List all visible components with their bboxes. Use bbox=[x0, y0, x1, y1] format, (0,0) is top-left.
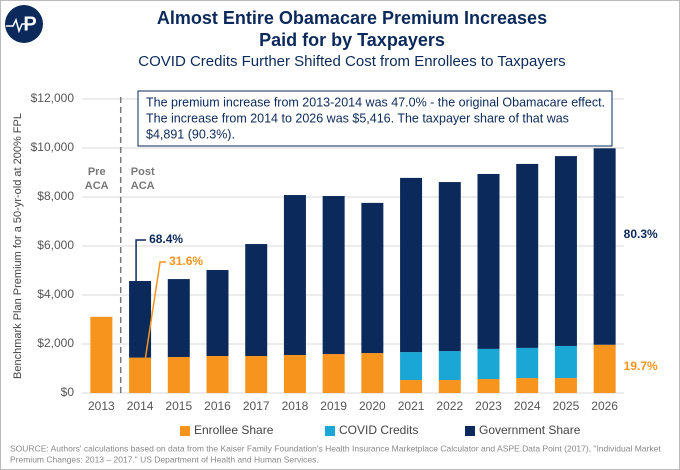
x-tick-label: 2020 bbox=[359, 399, 386, 413]
x-tick-label: 2023 bbox=[475, 399, 502, 413]
y-tick-label: $2,000 bbox=[37, 336, 74, 350]
bar-segment bbox=[593, 148, 616, 345]
bar-segment bbox=[361, 353, 384, 393]
bar-segment bbox=[516, 347, 539, 379]
annotation-text: The increase from 2014 to 2026 was $5,41… bbox=[146, 111, 569, 125]
bar-segment bbox=[516, 163, 539, 348]
y-tick-label: $12,000 bbox=[31, 91, 75, 105]
bar-segment bbox=[554, 156, 577, 346]
x-tick-label: 2014 bbox=[127, 399, 154, 413]
era-label: Post bbox=[131, 166, 155, 178]
chart-title: Paid for by Taxpayers bbox=[259, 30, 445, 50]
y-tick-label: $0 bbox=[61, 385, 75, 399]
y-tick-label: $6,000 bbox=[37, 238, 74, 252]
annotation-text: The premium increase from 2013-2014 was … bbox=[146, 95, 605, 109]
x-tick-label: 2021 bbox=[398, 399, 425, 413]
bar-segment bbox=[245, 356, 268, 393]
era-label: ACA bbox=[131, 180, 155, 192]
bar-segment bbox=[245, 244, 268, 357]
y-tick-label: $10,000 bbox=[31, 140, 75, 154]
era-label: ACA bbox=[85, 180, 109, 192]
annotation-text: $4,891 (90.3%). bbox=[146, 127, 235, 141]
bar-segment bbox=[129, 281, 152, 358]
bar-segment bbox=[438, 351, 461, 381]
x-tick-label: 2024 bbox=[514, 399, 541, 413]
y-axis-label: Benchmark Plan Premium for a 50-yr-old a… bbox=[12, 113, 24, 379]
bar-segment bbox=[400, 380, 423, 393]
bar-segment bbox=[516, 378, 539, 393]
x-tick-label: 2018 bbox=[282, 399, 309, 413]
bar-segment bbox=[283, 355, 306, 393]
x-tick-label: 2019 bbox=[320, 399, 347, 413]
share-label: 31.6% bbox=[169, 254, 203, 268]
share-label: 19.7% bbox=[624, 359, 658, 373]
bar-segment bbox=[593, 344, 616, 393]
source-note: Premium Changes: 2013 – 2017." US Depart… bbox=[10, 454, 319, 464]
x-tick-label: 2016 bbox=[204, 399, 231, 413]
bar-segment bbox=[400, 352, 423, 381]
legend-swatch bbox=[180, 426, 190, 436]
share-label: 68.4% bbox=[149, 232, 183, 246]
logo-text: P bbox=[23, 13, 36, 35]
chart-subtitle: COVID Credits Further Shifted Cost from … bbox=[138, 53, 565, 70]
bar-segment bbox=[400, 177, 423, 353]
bar-segment bbox=[322, 354, 345, 393]
bar-segment bbox=[438, 380, 461, 393]
annotation-box bbox=[137, 90, 613, 147]
bar-segment bbox=[129, 357, 152, 393]
bar-segment bbox=[167, 356, 190, 393]
bar-segment bbox=[167, 279, 190, 357]
legend-label: COVID Credits bbox=[339, 423, 418, 437]
bar-segment bbox=[361, 202, 384, 354]
x-tick-label: 2026 bbox=[591, 399, 618, 413]
bar-segment bbox=[477, 379, 500, 393]
era-label: Pre bbox=[88, 166, 106, 178]
bar-segment bbox=[206, 270, 229, 357]
legend-swatch bbox=[325, 426, 335, 436]
logo-line bbox=[6, 17, 26, 34]
x-tick-label: 2017 bbox=[243, 399, 270, 413]
bar-segment bbox=[477, 173, 500, 349]
legend-label: Government Share bbox=[479, 423, 581, 437]
y-tick-label: $4,000 bbox=[37, 287, 74, 301]
bar-segment bbox=[322, 196, 345, 355]
x-tick-label: 2025 bbox=[553, 399, 580, 413]
legend-swatch bbox=[465, 426, 475, 436]
leader-line bbox=[135, 239, 147, 300]
chart-title: Almost Entire Obamacare Premium Increase… bbox=[157, 8, 547, 28]
source-note: SOURCE: Authors' calculations based on d… bbox=[10, 443, 661, 453]
x-tick-label: 2022 bbox=[436, 399, 463, 413]
bar-segment bbox=[554, 345, 577, 379]
y-tick-label: $8,000 bbox=[37, 189, 74, 203]
bar-segment bbox=[477, 348, 500, 380]
bar-segment bbox=[90, 316, 113, 393]
legend-label: Enrollee Share bbox=[194, 423, 274, 437]
bar-segment bbox=[438, 182, 461, 352]
bar-segment bbox=[554, 378, 577, 393]
bar-segment bbox=[283, 195, 306, 356]
x-tick-label: 2013 bbox=[88, 399, 115, 413]
bar-segment bbox=[206, 356, 229, 393]
leader-line bbox=[141, 261, 167, 381]
x-tick-label: 2015 bbox=[165, 399, 192, 413]
share-label: 80.3% bbox=[624, 227, 658, 241]
